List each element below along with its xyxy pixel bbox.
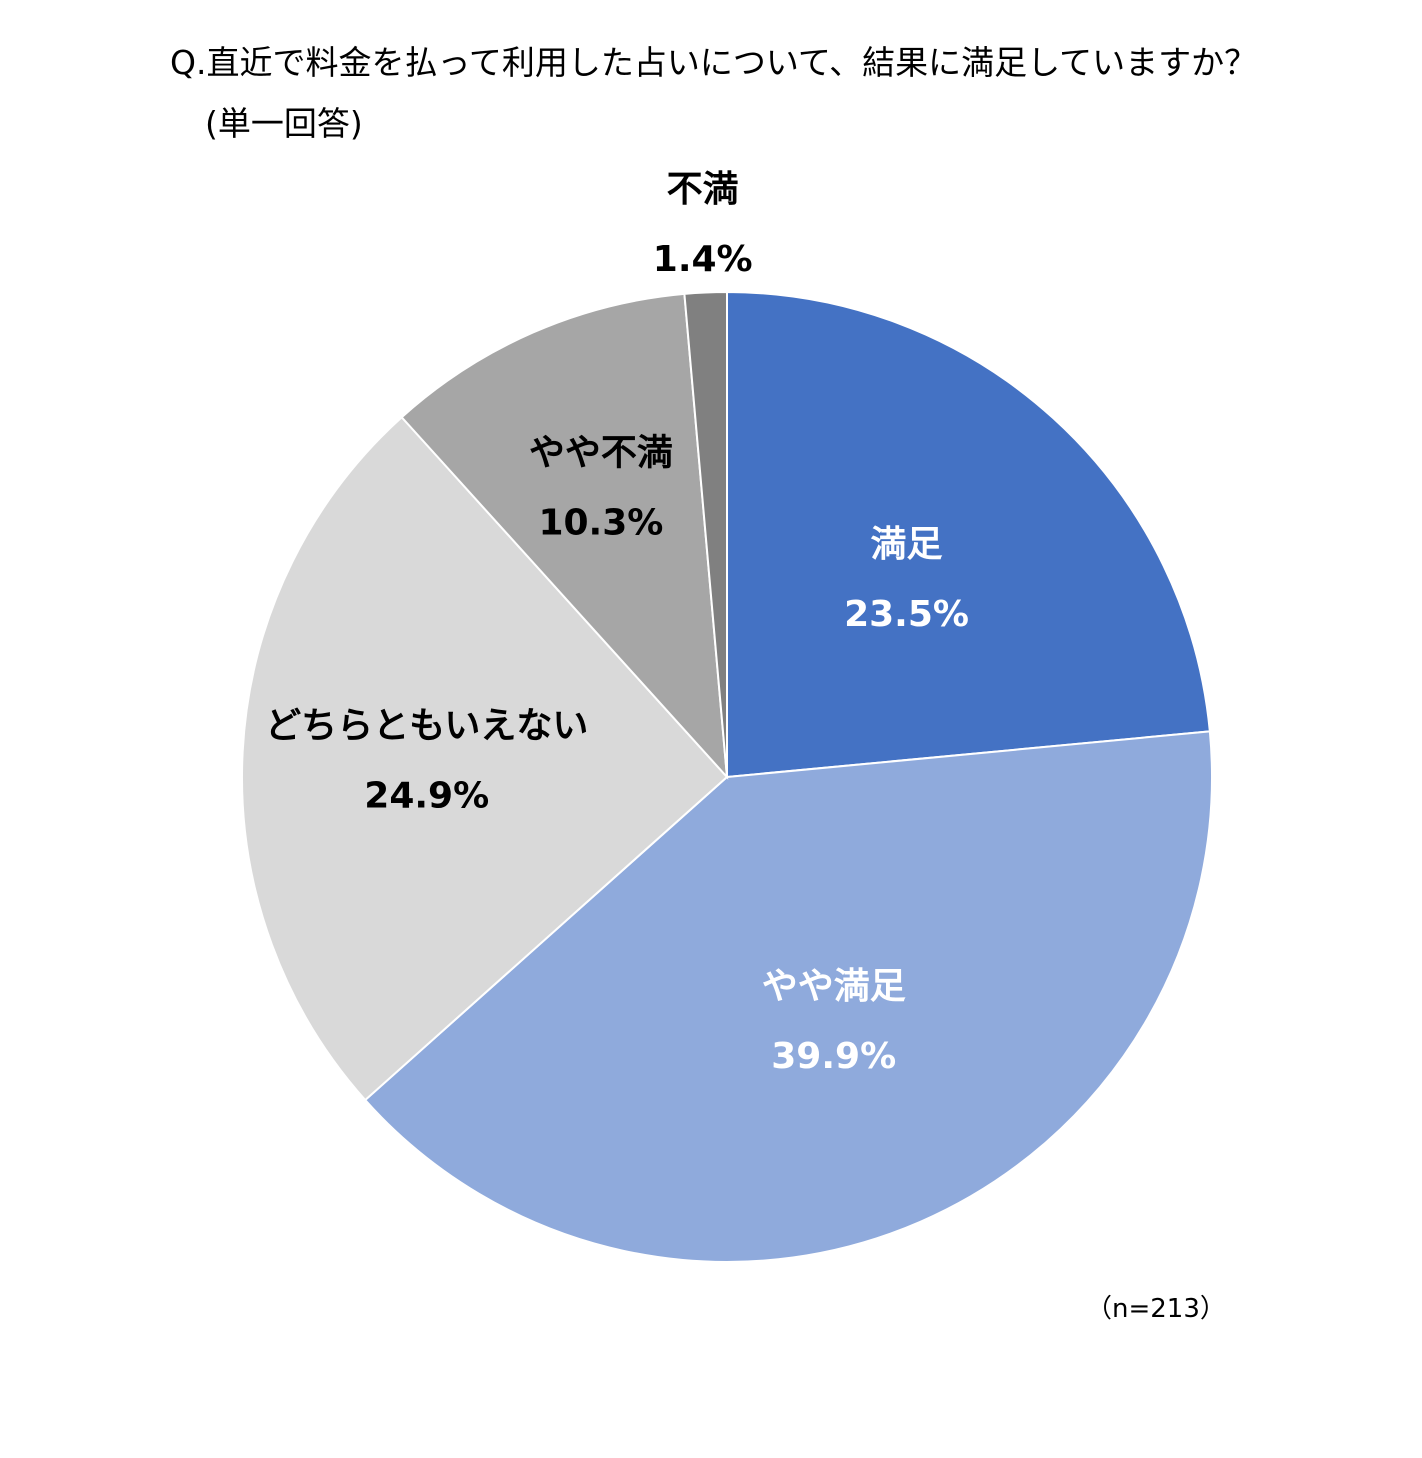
pie-slice-1	[726, 290, 1211, 779]
slice-value-label: 24.9%	[364, 775, 489, 816]
pie-slice-2	[363, 730, 1213, 1263]
slice-value-label: 10.3%	[538, 503, 663, 544]
pie-slice-4	[400, 292, 729, 780]
sample-size-note: （n=213）	[1086, 1294, 1226, 1324]
chart-subtitle: (単一回答)	[205, 104, 363, 143]
pie-slice-5	[683, 290, 728, 778]
slice-value-label: 23.5%	[844, 594, 969, 635]
pie-slices	[241, 290, 1213, 1263]
slice-name-label: どちらともいえない	[265, 705, 588, 746]
slice-name-label: やや満足	[762, 966, 906, 1007]
slice-name-label: 不満	[667, 169, 739, 210]
slice-name-label: やや不満	[529, 433, 673, 474]
slice-value-label: 1.4%	[653, 239, 753, 280]
slice-name-label: 満足	[871, 524, 943, 565]
pie-labels: 満足 23.5% やや満足 39.9% どちらともいえない 24.9% やや不満 10.3% 不…	[265, 169, 969, 1077]
pie-slice-3	[241, 415, 729, 1102]
chart-title: Q.直近で料金を払って利用した占いについて、結果に満足していますか？	[170, 43, 1258, 82]
slice-value-label: 39.9%	[771, 1036, 896, 1077]
